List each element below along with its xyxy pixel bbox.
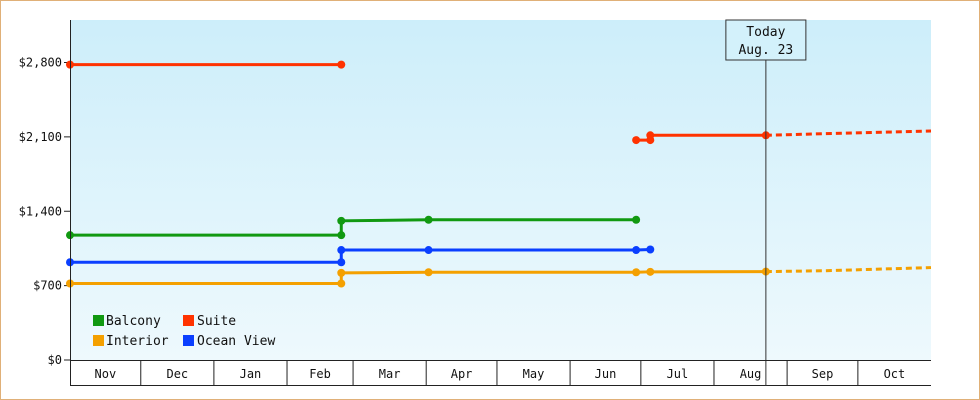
x-axis: Nov Dec Jan Feb Mar Apr May Jun Jul Aug Sep Oct xyxy=(70,360,931,386)
legend-swatch-ocean-view xyxy=(183,335,194,346)
data-point-ocean-view xyxy=(646,245,655,254)
data-point-suite xyxy=(632,136,641,145)
data-point-interior xyxy=(632,268,641,277)
x-month-label: Sep xyxy=(812,367,834,381)
data-point-ocean-view xyxy=(632,246,641,255)
series-group xyxy=(66,60,932,288)
data-point-balcony xyxy=(632,215,641,224)
data-point-interior xyxy=(337,279,346,288)
today-box xyxy=(725,19,807,61)
x-month-label: Jan xyxy=(240,367,262,381)
x-month-label: Jul xyxy=(667,367,689,381)
y-tick-label: $2,800 xyxy=(19,56,62,70)
x-month-label: Aug xyxy=(740,367,762,381)
x-month-label: Feb xyxy=(309,367,331,381)
legend-label-ocean-view: Ocean View xyxy=(197,334,275,349)
y-tick-label: $2,100 xyxy=(19,130,62,144)
legend: Balcony Suite Interior Ocean View xyxy=(93,314,275,349)
data-point-suite xyxy=(646,131,655,140)
today-label: Today xyxy=(746,25,785,40)
x-month-label: Dec xyxy=(166,367,188,381)
legend-swatch-balcony xyxy=(93,315,104,326)
y-tick-label: $1,400 xyxy=(19,204,62,218)
data-point-ocean-view xyxy=(337,258,346,267)
data-point-suite xyxy=(337,60,346,69)
x-month-label: Nov xyxy=(95,367,117,381)
x-month-label: Jun xyxy=(595,367,617,381)
plot-area xyxy=(70,20,931,360)
x-month-label: May xyxy=(523,367,545,381)
legend-label-balcony: Balcony xyxy=(106,314,161,329)
data-point-ocean-view xyxy=(337,246,346,255)
y-axis-ticks: $0 $700 $1,400 $2,100 $2,800 xyxy=(19,56,70,367)
data-point-interior xyxy=(646,267,655,276)
y-tick-label: $0 xyxy=(48,353,62,367)
x-month-label: Mar xyxy=(379,367,401,381)
y-tick-label: $700 xyxy=(33,279,62,293)
legend-swatch-interior xyxy=(93,335,104,346)
today-date: Aug. 23 xyxy=(738,43,793,58)
data-point-interior xyxy=(424,268,433,277)
data-point-balcony xyxy=(337,216,346,225)
x-month-label: Oct xyxy=(884,367,906,381)
legend-swatch-suite xyxy=(183,315,194,326)
x-month-label: Apr xyxy=(451,367,473,381)
data-point-interior xyxy=(337,268,346,277)
data-point-balcony xyxy=(337,231,346,240)
legend-label-interior: Interior xyxy=(106,334,169,349)
today-marker: Today Aug. 23 xyxy=(725,19,807,386)
data-point-balcony xyxy=(424,215,433,224)
legend-label-suite: Suite xyxy=(197,314,236,329)
data-point-ocean-view xyxy=(424,246,433,255)
